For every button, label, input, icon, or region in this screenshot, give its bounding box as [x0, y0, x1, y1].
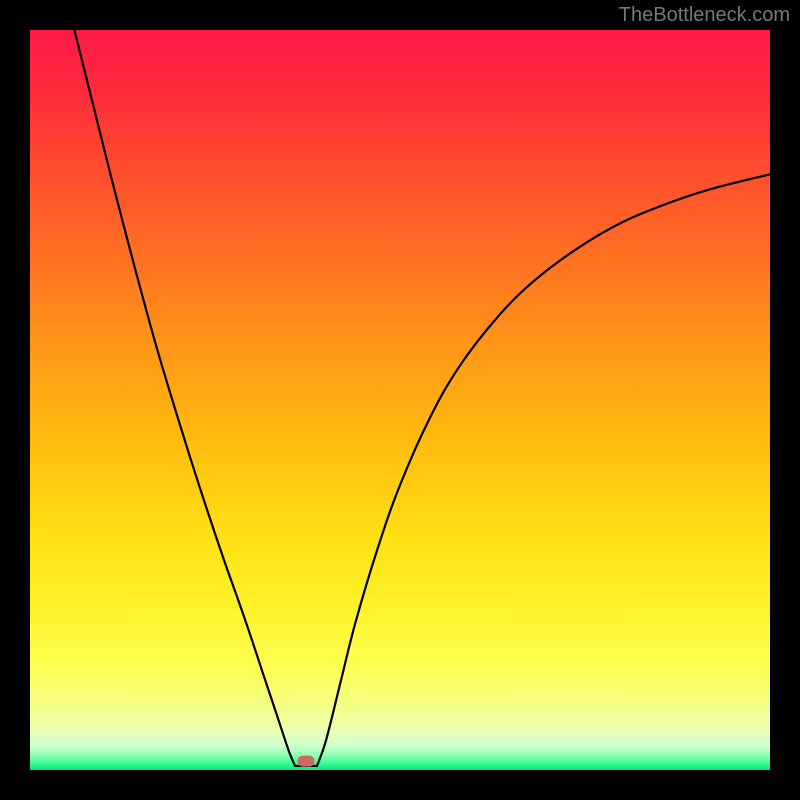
chart-svg — [0, 0, 800, 800]
plot-background — [30, 30, 770, 770]
minimum-marker — [298, 756, 315, 767]
chart-container: TheBottleneck.com — [0, 0, 800, 800]
watermark-text: TheBottleneck.com — [619, 4, 790, 27]
